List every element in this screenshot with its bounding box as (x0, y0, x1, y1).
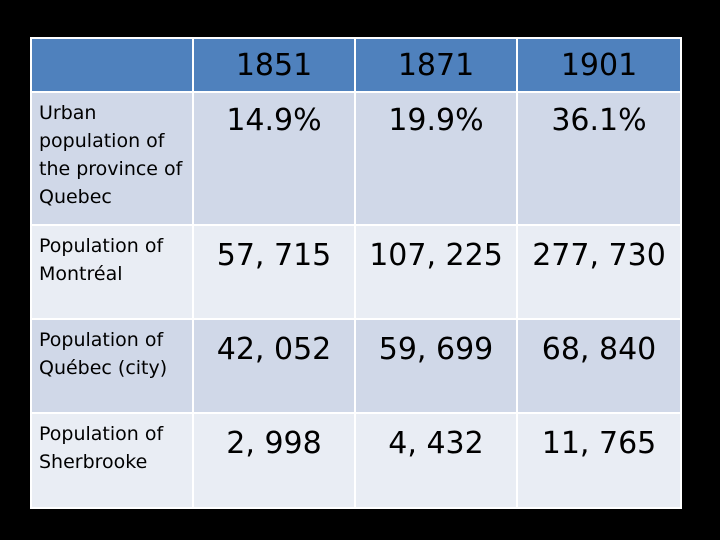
table-row: Population of Montréal 57, 715 107, 225 … (30, 224, 682, 320)
cell-value: 42, 052 (192, 318, 356, 414)
row-label-montreal: Population of Montréal (30, 224, 194, 320)
header-row: 1851 1871 1901 (30, 37, 682, 93)
table-row: Population of Sherbrooke 2, 998 4, 432 1… (30, 412, 682, 509)
cell-value: 68, 840 (516, 318, 682, 414)
header-year-1901: 1901 (516, 37, 682, 93)
cell-value: 19.9% (354, 91, 518, 226)
population-table: 1851 1871 1901 Urban population of the p… (30, 37, 682, 509)
cell-value: 36.1% (516, 91, 682, 226)
table-row: Urban population of the province of Queb… (30, 91, 682, 226)
cell-value: 4, 432 (354, 412, 518, 509)
cell-value: 59, 699 (354, 318, 518, 414)
table-row: Population of Québec (city) 42, 052 59, … (30, 318, 682, 414)
cell-value: 11, 765 (516, 412, 682, 509)
row-label-sherbrooke: Population of Sherbrooke (30, 412, 194, 509)
cell-value: 14.9% (192, 91, 356, 226)
row-label-quebec-city: Population of Québec (city) (30, 318, 194, 414)
cell-value: 57, 715 (192, 224, 356, 320)
header-year-1851: 1851 (192, 37, 356, 93)
cell-value: 2, 998 (192, 412, 356, 509)
row-label-urban-population: Urban population of the province of Queb… (30, 91, 194, 226)
cell-value: 107, 225 (354, 224, 518, 320)
header-blank-cell (30, 37, 194, 93)
cell-value: 277, 730 (516, 224, 682, 320)
header-year-1871: 1871 (354, 37, 518, 93)
